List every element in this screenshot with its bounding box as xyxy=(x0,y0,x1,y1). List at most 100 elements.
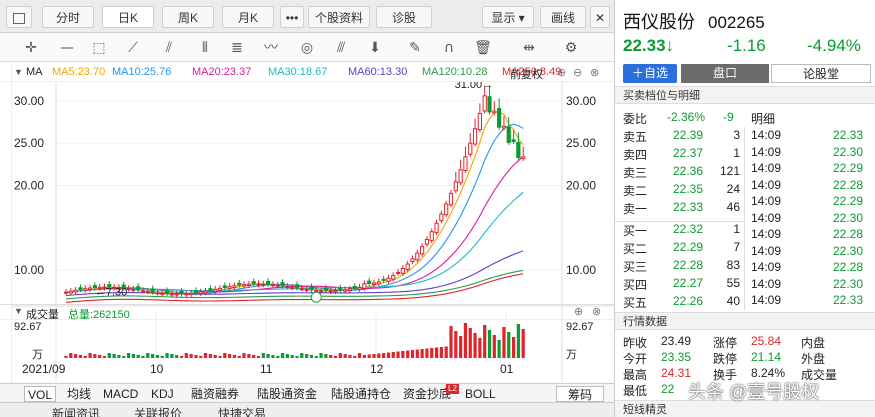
volume-header: ▼ 成交量 总量:262150 ⊕ ⊗ xyxy=(0,304,614,321)
volume-bar xyxy=(468,328,472,358)
fib-tool-icon[interactable]: ≣ xyxy=(231,40,243,56)
adjust-mode[interactable]: 前复权 xyxy=(510,69,543,81)
candle-body xyxy=(222,285,227,288)
indicator-tab-7[interactable]: 资金抄底 xyxy=(403,387,452,401)
volume-bar xyxy=(343,354,347,358)
bottom-nav-tab-2[interactable]: 快捷交易 xyxy=(218,407,267,417)
bid-row[interactable]: 买四 22.27 55 xyxy=(615,275,875,292)
zoom-out-icon[interactable]: ⊖ xyxy=(573,67,583,79)
quote-value: 21.14 xyxy=(751,350,782,364)
tab-forum[interactable]: 论股堂 xyxy=(771,64,871,83)
indicator-tab-6[interactable]: 陆股通持仓 xyxy=(331,387,392,401)
candle-body xyxy=(73,289,78,293)
eraser-icon[interactable]: ✎ xyxy=(409,40,421,56)
volume-bar xyxy=(295,356,299,358)
tab-profile[interactable]: 个股资料 xyxy=(308,6,370,28)
weibi-pct: -2.36% xyxy=(667,110,706,124)
level-volume: 46 xyxy=(726,200,740,214)
gann-tool-icon[interactable]: ⫻ xyxy=(336,40,346,56)
candle-body xyxy=(246,283,251,286)
bottom-nav-tab-1[interactable]: 关联报价 xyxy=(134,407,183,417)
add-watchlist-button[interactable]: ＋自选 xyxy=(623,64,677,83)
volume-bar xyxy=(88,353,92,358)
wave-tool-icon[interactable]: 〰 xyxy=(264,40,278,56)
ma-value-3: MA30:18.67 xyxy=(268,66,328,78)
bottom-nav-tab-0[interactable]: 新闻资讯 xyxy=(52,407,101,417)
x-tick: 11 xyxy=(260,362,273,376)
volume-bar xyxy=(401,351,405,358)
trash-icon[interactable]: 🗑 xyxy=(474,40,492,56)
draw-line-button[interactable]: 画线 xyxy=(540,6,586,28)
tab-daily-k[interactable]: 日K xyxy=(102,6,154,28)
display-dropdown[interactable]: 显示 ▾ xyxy=(482,6,534,28)
rect-tool-icon[interactable]: ⬚ xyxy=(92,40,106,56)
indicator-tab-0[interactable]: VOL xyxy=(24,386,57,402)
level-label: 卖四 xyxy=(623,148,648,162)
tab-monthly-k[interactable]: 月K xyxy=(222,6,274,28)
volume-settings-icon[interactable]: ⊕ xyxy=(574,306,584,318)
ask-row[interactable]: 卖三 22.36 121 xyxy=(615,163,875,180)
tab-diagnose[interactable]: 诊股 xyxy=(376,6,432,28)
indicator-tab-4[interactable]: 融资融券 xyxy=(191,387,240,401)
ask-row[interactable]: 卖四 22.37 1 xyxy=(615,145,875,162)
bid-row[interactable]: 买五 22.26 40 xyxy=(615,293,875,310)
close-ma-icon[interactable]: ⊗ xyxy=(590,67,600,79)
line-tool-icon[interactable]: — xyxy=(60,40,74,56)
volume-bar xyxy=(492,335,496,358)
bid-row[interactable]: 买二 22.29 7 xyxy=(615,239,875,256)
tab-intraday[interactable]: 分时 xyxy=(42,6,94,28)
chip-button[interactable]: 筹码 xyxy=(556,386,604,402)
volume-bar xyxy=(463,323,468,358)
candle-body xyxy=(290,286,295,289)
ask-row[interactable]: 卖二 22.35 24 xyxy=(615,181,875,198)
bid-row[interactable]: 买一 22.32 1 xyxy=(615,221,875,238)
volume-bar xyxy=(184,353,188,358)
candle-body xyxy=(150,288,155,293)
ask-row[interactable]: 卖五 22.39 3 xyxy=(615,127,875,144)
collapse-icon[interactable]: ▼ xyxy=(14,306,23,316)
y-tick-left: 30.00 xyxy=(14,94,44,108)
volume-bar xyxy=(242,353,246,358)
zoom-in-icon[interactable]: ⊕ xyxy=(557,67,567,79)
volume-bar xyxy=(285,354,289,358)
candle-body xyxy=(237,282,242,286)
cycle-tool-icon[interactable]: ◎ xyxy=(300,40,314,56)
channel-tool-icon[interactable]: ⫽ xyxy=(165,40,173,56)
candle-body xyxy=(501,125,507,129)
indicator-tab-2[interactable]: MACD xyxy=(103,387,139,401)
bid-row[interactable]: 买三 22.28 83 xyxy=(615,257,875,274)
magnet-icon[interactable]: ∩ xyxy=(443,40,455,56)
sidebar-toggle-button[interactable] xyxy=(6,6,32,28)
detail-price: 22.30 xyxy=(833,210,864,225)
bars-tool-icon[interactable]: ⦀ xyxy=(201,40,209,56)
more-button[interactable]: ••• xyxy=(280,6,304,28)
indicator-tab-8[interactable]: BOLL xyxy=(465,387,496,401)
quote-label: 涨停 xyxy=(713,336,738,350)
ray-tool-icon[interactable]: ⟋ xyxy=(128,40,138,56)
volume-bar xyxy=(131,354,135,358)
tab-weekly-k[interactable]: 周K xyxy=(162,6,214,28)
candle-body xyxy=(83,288,88,291)
ask-row[interactable]: 卖一 22.33 46 xyxy=(615,199,875,216)
candle-body xyxy=(294,284,300,289)
volume-bar xyxy=(252,355,256,358)
level-label: 卖一 xyxy=(623,202,648,216)
tab-order-book[interactable]: 盘口 xyxy=(681,64,769,83)
indicator-tab-1[interactable]: 均线 xyxy=(67,387,92,401)
candle-body xyxy=(136,286,141,291)
volume-close-icon[interactable]: ⊗ xyxy=(592,306,602,318)
crosshair-icon[interactable]: ✛ xyxy=(25,40,37,56)
collapse-icon[interactable]: ▼ xyxy=(14,67,23,77)
event-marker-icon[interactable] xyxy=(310,291,322,303)
quote-panel: 西仪股份 002265 22.33↓ -1.16 -4.94% ＋自选 盘口 论… xyxy=(614,0,875,417)
indicator-tab-5[interactable]: 陆股通资金 xyxy=(257,387,318,401)
candle-body xyxy=(112,286,117,289)
indicator-tab-3[interactable]: KDJ xyxy=(151,387,174,401)
settings-gear-icon[interactable]: ⚙ xyxy=(564,40,578,56)
arrow-down-tool-icon[interactable]: ⬇ xyxy=(369,40,381,56)
close-panel-button[interactable]: ✕ xyxy=(590,6,610,28)
kline-chart[interactable]: 30.00 30.00 25.00 25.00 20.00 20.00 10.00 10.00… xyxy=(12,82,614,382)
y-tick-left: 20.00 xyxy=(14,179,44,193)
volume-bar xyxy=(179,356,184,358)
move-icon[interactable]: ⇹ xyxy=(523,40,535,56)
